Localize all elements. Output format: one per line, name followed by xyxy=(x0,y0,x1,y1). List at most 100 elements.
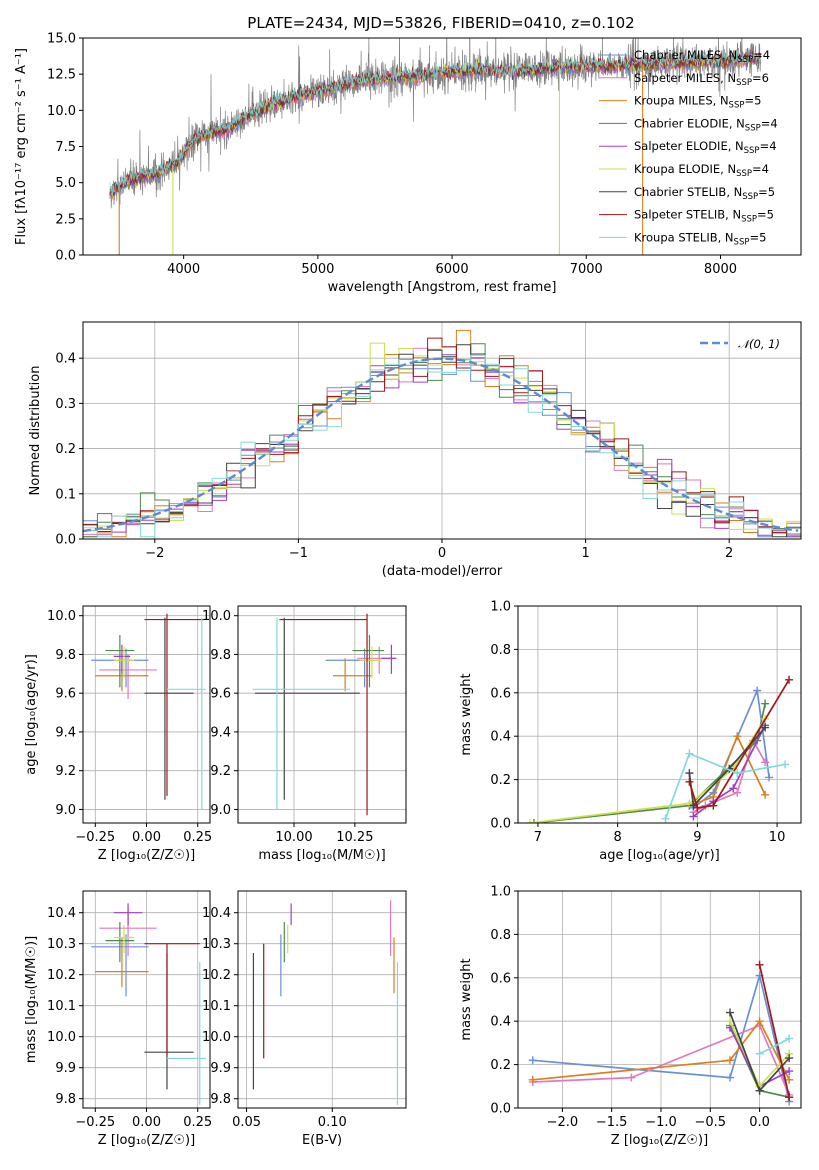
axes-frame xyxy=(82,37,802,256)
weight-series-line xyxy=(692,725,766,818)
weight-point-marker xyxy=(755,1049,764,1058)
legend-label-tail: =4 xyxy=(760,139,777,153)
y-tick-label: 9.4 xyxy=(55,725,76,740)
legend-label-text: Salpeter STELIB, N xyxy=(634,208,741,222)
legend-label-text: Kroupa MILES, N xyxy=(634,94,729,108)
figure-title: PLATE=2434, MJD=53826, FIBERID=0410, z=0… xyxy=(247,14,634,32)
x-tick-label: 4000 xyxy=(167,262,200,277)
x-tick-label: 7000 xyxy=(570,262,603,277)
y-tick-label: 0.3 xyxy=(55,397,76,412)
histogram-step-line xyxy=(83,354,801,538)
y-tick-label: 0.2 xyxy=(490,1058,511,1073)
legend-label-sub: SSP xyxy=(744,146,760,156)
x-tick-label: −0.25 xyxy=(75,1115,115,1130)
y-tick-label: 12.5 xyxy=(47,68,76,83)
plot-area-age-vs-mass xyxy=(252,613,397,816)
x-axis-label: Z [log₁₀(Z/Z☉)] xyxy=(611,1133,708,1148)
panel-age-vs-mass: 10.00 10.25 9.0 9.2 9.4 9.6 9.8 10.0 mass [log₁₀… xyxy=(202,605,407,863)
plot-area-age-vs-Z xyxy=(91,613,206,810)
weight-series-line xyxy=(758,964,791,1098)
y-tick-label: 15.0 xyxy=(47,32,76,47)
legend-label-sub: SSP xyxy=(742,192,758,202)
weight-series-line xyxy=(689,734,766,807)
y-tick-label: 9.0 xyxy=(55,803,76,818)
y-tick-label: 9.4 xyxy=(210,725,231,740)
y-tick-label: 9.8 xyxy=(210,1092,231,1107)
y-tick-label: 0.8 xyxy=(490,643,511,658)
x-tick-label: 10.25 xyxy=(336,830,373,845)
legend-label-tail: =4 xyxy=(753,48,770,62)
legend-label-tail: =5 xyxy=(749,230,766,244)
weight-point-marker xyxy=(627,1073,636,1082)
legend-label-text: Chabrier STELIB, N xyxy=(634,185,742,199)
x-axis-label: mass [log₁₀(M/M☉)] xyxy=(258,848,385,863)
legend-label-sub: SSP xyxy=(745,123,761,133)
legend-label-text: Salpeter MILES, N xyxy=(634,71,736,85)
x-tick-label: 6000 xyxy=(436,262,469,277)
histogram-step-line xyxy=(83,344,801,538)
weight-point-marker xyxy=(693,803,702,812)
y-tick-label: 9.0 xyxy=(210,803,231,818)
weight-series-line xyxy=(532,972,791,1102)
x-tick-label: 0 xyxy=(438,546,446,561)
weight-point-marker xyxy=(761,699,770,708)
weight-point-marker xyxy=(528,1056,537,1065)
x-tick-label: −2 xyxy=(145,546,164,561)
y-tick-label: 10.0 xyxy=(47,104,76,119)
legend-label: Kroupa MILES, NSSP=5 xyxy=(634,94,761,111)
y-tick-label: 2.5 xyxy=(55,212,76,227)
plot-area-mass-vs-Z xyxy=(91,903,206,1105)
weight-series-line xyxy=(759,1037,790,1055)
model-spectrum-line xyxy=(109,49,761,197)
y-tick-label: 9.2 xyxy=(55,764,76,779)
panel-residual-hist: −2 −1 0 1 2 0.0 0.1 0.2 0.3 0.4 (data-model)/error… xyxy=(28,321,802,579)
x-tick-label: 0.00 xyxy=(132,830,161,845)
model-spectrum-line xyxy=(109,49,761,196)
y-tick-label: 10.4 xyxy=(47,906,76,921)
weight-series-line xyxy=(688,679,790,809)
legend-label: Chabrier MILES, NSSP=4 xyxy=(634,48,770,65)
weight-point-marker xyxy=(755,960,764,969)
weight-point-marker xyxy=(685,777,694,786)
y-tick-label: 10.4 xyxy=(202,906,231,921)
y-tick-label: 10.0 xyxy=(202,1030,231,1045)
axes-frame xyxy=(237,890,407,1109)
y-tick-label: 1.0 xyxy=(490,600,511,615)
x-tick-label: 8 xyxy=(614,830,622,845)
panel-mass-vs-ebv: 0.05 0.10 9.8 9.9 10.0 10.1 10.2 10.3 10.4 E(B-V) xyxy=(202,890,407,1148)
axes-frame xyxy=(517,605,802,824)
plot-area-mass-vs-ebv xyxy=(252,900,399,1105)
panel-age-vs-Z: −0.25 0.00 0.25 9.0 9.2 9.4 9.6 9.8 10.0 Z [log₁₀… xyxy=(24,605,212,863)
legend-label-sub: SSP xyxy=(729,101,745,111)
x-tick-label: 8000 xyxy=(704,262,737,277)
weight-point-marker xyxy=(755,1017,764,1026)
legend-label-tail: =5 xyxy=(758,185,775,199)
histogram-step-line xyxy=(83,343,801,538)
legend-label-tail: =5 xyxy=(757,208,774,222)
y-tick-label: 7.5 xyxy=(55,140,76,155)
x-tick-label: −0.25 xyxy=(75,830,115,845)
legend-label: Chabrier ELODIE, NSSP=4 xyxy=(634,116,778,133)
y-tick-label: 9.8 xyxy=(55,648,76,663)
weight-series-line xyxy=(532,1024,790,1096)
legend-label-tail: =4 xyxy=(752,162,769,176)
x-tick-label: 0.10 xyxy=(318,1115,347,1130)
panel-spectrum: 4000 5000 6000 7000 8000 0.0 2.5 5.0 7.5 10.0 12.5… xyxy=(14,32,802,295)
y-axis-label: Flux [fλ10⁻¹⁷ erg cm⁻² s⁻¹ A⁻¹] xyxy=(14,48,29,245)
legend-label-text: Chabrier MILES, N xyxy=(634,48,737,62)
legend-label-sub: SSP xyxy=(737,55,753,65)
weight-point-marker xyxy=(781,760,790,769)
y-tick-label: 0.6 xyxy=(490,686,511,701)
x-tick-label: 0.00 xyxy=(132,1115,161,1130)
y-axis-label: mass [log₁₀(M/M☉)] xyxy=(24,936,39,1063)
y-tick-label: 0.4 xyxy=(490,1015,511,1030)
y-tick-label: 0.2 xyxy=(490,773,511,788)
y-tick-label: 9.6 xyxy=(210,687,231,702)
legend: 𝒩(0, 1) xyxy=(700,337,780,351)
legend-label-text: Chabrier ELODIE, N xyxy=(634,116,745,130)
weight-point-marker xyxy=(685,769,694,778)
y-tick-label: 0.0 xyxy=(55,249,76,264)
x-tick-label: −1.0 xyxy=(645,1115,677,1130)
y-tick-label: 10.0 xyxy=(47,609,76,624)
